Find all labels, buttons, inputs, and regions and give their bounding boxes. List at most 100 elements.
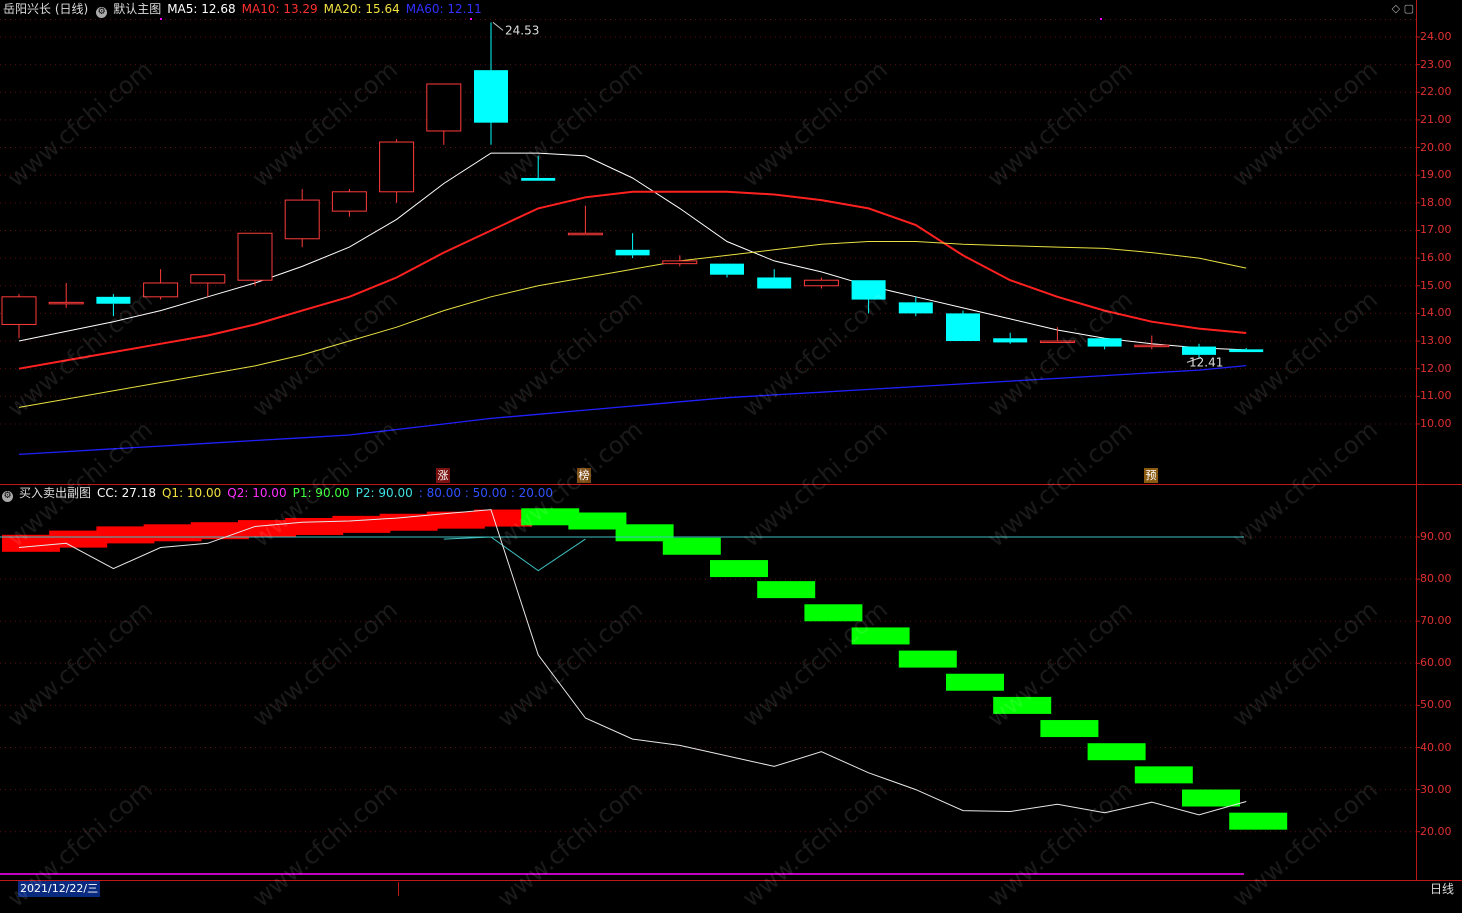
ma60-label: MA60: 12.11 xyxy=(405,2,482,16)
settings-icon[interactable]: ⚙ xyxy=(96,7,108,18)
candle-body xyxy=(237,232,273,281)
candle-body xyxy=(143,282,179,298)
main-y-tick-label: 20.00 xyxy=(1420,140,1452,154)
candle-body xyxy=(567,232,603,236)
footer-bar xyxy=(0,880,1462,899)
signal-bar xyxy=(568,512,627,530)
candle-body xyxy=(48,301,84,305)
sub-indicator-name[interactable]: 买入卖出副图 xyxy=(19,486,92,500)
sub-y-tick-label: 30.00 xyxy=(1420,782,1452,796)
sub-y-tick-label: 40.00 xyxy=(1420,740,1452,754)
main-chart-header: 岳阳兴长 (日线) ⚙ 默认主图 MA5: 12.68 MA10: 13.29 MA20:… xyxy=(0,0,488,18)
sub-y-tick-label: 70.00 xyxy=(1420,614,1452,628)
top-marker xyxy=(160,18,162,20)
candle-body xyxy=(993,338,1028,343)
q1-label: Q1: 10.00 xyxy=(161,486,222,500)
event-marker-yu[interactable]: 预 xyxy=(1144,468,1158,483)
candle-body xyxy=(710,263,744,275)
main-y-tick-label: 18.00 xyxy=(1420,195,1452,209)
candle-body xyxy=(1182,346,1216,355)
p1-label: P1: 90.00 xyxy=(292,486,350,500)
signal-bar xyxy=(993,696,1052,714)
main-y-tick-label: 21.00 xyxy=(1420,112,1452,126)
cc-label: CC: 27.18 xyxy=(97,486,156,500)
settings-icon[interactable]: ⚙ xyxy=(2,491,13,502)
candle-body xyxy=(757,277,792,289)
main-y-tick-label: 12.00 xyxy=(1420,361,1452,375)
main-y-tick-label: 15.00 xyxy=(1420,278,1452,292)
sub-y-tick-label: 20.00 xyxy=(1420,824,1452,838)
event-marker-bang[interactable]: 榜 xyxy=(577,468,591,483)
candle-body xyxy=(1,296,37,325)
candle-body xyxy=(331,191,367,212)
signal-bar xyxy=(1040,720,1099,738)
sub-y-tick-label: 80.00 xyxy=(1420,572,1452,586)
signal-bar xyxy=(1087,743,1146,761)
signal-bar xyxy=(1229,812,1288,830)
main-y-tick-label: 24.00 xyxy=(1420,30,1452,43)
signal-bar xyxy=(96,526,155,544)
signal-bar xyxy=(710,560,768,578)
stock-title[interactable]: 岳阳兴长 (日线) xyxy=(3,2,89,16)
ma20-label: MA20: 15.64 xyxy=(323,2,400,16)
signal-bar xyxy=(474,509,532,527)
candle-body xyxy=(190,274,226,284)
ma5-label: MA5: 12.68 xyxy=(167,2,236,16)
period-button[interactable]: 日线 xyxy=(1429,882,1454,896)
main-y-tick-label: 14.00 xyxy=(1420,306,1452,320)
main-y-tick-label: 13.00 xyxy=(1420,334,1452,348)
ma-line-ma60 xyxy=(18,364,1247,456)
top-marker xyxy=(470,18,472,20)
main-y-tick-label: 19.00 xyxy=(1420,168,1452,182)
candle-body xyxy=(379,141,415,193)
top-marker xyxy=(1100,18,1102,20)
candle-body xyxy=(898,302,933,314)
signal-bar xyxy=(662,537,721,555)
sub-chart-header: ⚙ 买入卖出副图 CC: 27.18 Q1: 10.00 Q2: 10.00 P1: 90… xyxy=(0,484,559,502)
signal-bar xyxy=(190,522,249,540)
sub-y-tick-label: 90.00 xyxy=(1420,530,1452,543)
diamond-icon[interactable]: ◇ xyxy=(1391,2,1401,15)
signal-bar xyxy=(1182,789,1240,807)
candle-body xyxy=(284,199,320,240)
levels-label: : 80.00 : 50.00 : 20.00 xyxy=(418,486,554,500)
ma-line-ma10 xyxy=(18,190,1247,370)
date-display[interactable]: 2021/12/22/三 xyxy=(18,881,101,897)
ma10-label: MA10: 13.29 xyxy=(241,2,318,16)
main-y-tick-label: 22.00 xyxy=(1420,85,1452,99)
candle-body xyxy=(803,279,839,287)
main-y-tick-label: 23.00 xyxy=(1420,57,1452,71)
candle-body xyxy=(521,177,556,181)
signal-bar xyxy=(851,627,910,645)
annotation-pointer xyxy=(492,21,504,31)
signal-bar xyxy=(898,650,957,668)
cc-line xyxy=(18,509,1247,816)
candle-body xyxy=(1229,349,1264,353)
ma-line-ma5 xyxy=(18,152,1247,351)
candle-body xyxy=(96,296,131,304)
signal-bar xyxy=(946,673,1004,691)
candle-body xyxy=(426,83,462,132)
main-y-tick-label: 10.00 xyxy=(1420,416,1452,430)
sub-y-axis: 90.00 80.00 70.00 60.00 50.00 40.00 30.00 20.00 xyxy=(1416,484,1462,880)
candle-body xyxy=(474,70,508,123)
main-chart-name[interactable]: 默认主图 xyxy=(113,2,162,16)
signal-bar xyxy=(521,508,580,526)
candle-body xyxy=(1039,340,1075,344)
candle-body xyxy=(946,313,980,342)
p2-label: P2: 90.00 xyxy=(355,486,413,500)
q2-label: Q2: 10.00 xyxy=(227,486,287,500)
main-y-axis: 24.00 23.00 22.00 21.00 20.00 19.00 18.00 17.00… xyxy=(1416,0,1462,484)
signal-bar xyxy=(2,534,60,552)
candle-body xyxy=(662,260,698,265)
candle-body xyxy=(851,280,886,300)
event-marker-zhang[interactable]: 涨 xyxy=(436,468,450,483)
sub-y-tick-label: 60.00 xyxy=(1420,656,1452,670)
maximize-icon[interactable]: ▢ xyxy=(1403,2,1414,15)
window-tools: ◇ ▢ xyxy=(1392,2,1414,15)
annotation-pointer xyxy=(1186,356,1202,363)
signal-bar xyxy=(426,511,485,529)
main-y-tick-label: 11.00 xyxy=(1420,389,1452,403)
signal-bar xyxy=(1134,766,1193,784)
